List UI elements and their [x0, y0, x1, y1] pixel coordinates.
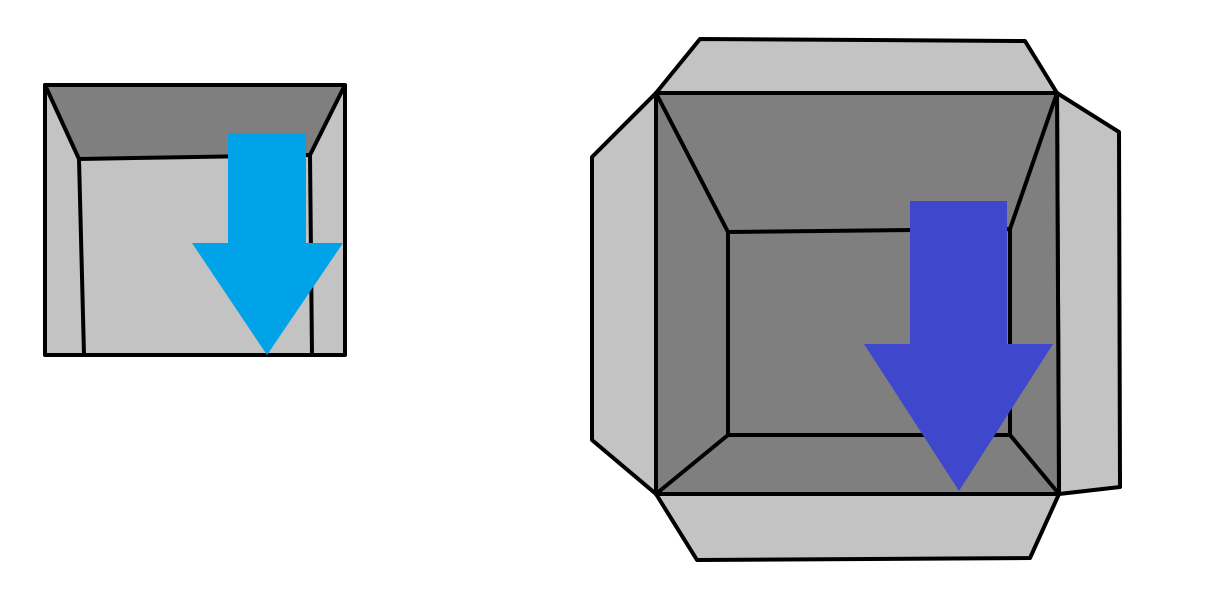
open-box-corner-edge-bl: [654, 433, 730, 496]
open-box-down-arrow: [864, 201, 1053, 491]
open-box-corner-edge-tr: [1008, 91, 1059, 231]
open-box-corner-edge-tl: [654, 91, 730, 234]
open-box: [590, 37, 1122, 562]
small-box-outline: [43, 83, 347, 357]
open-box-corner-edge-br: [1008, 433, 1061, 496]
open-box-top-flap: [654, 37, 1059, 95]
small-box: [43, 83, 347, 357]
small-box-down-arrow: [192, 133, 343, 355]
open-box-right-flap: [1055, 91, 1122, 496]
open-box-bottom-flap: [654, 492, 1061, 562]
open-box-left-flap: [590, 91, 658, 496]
